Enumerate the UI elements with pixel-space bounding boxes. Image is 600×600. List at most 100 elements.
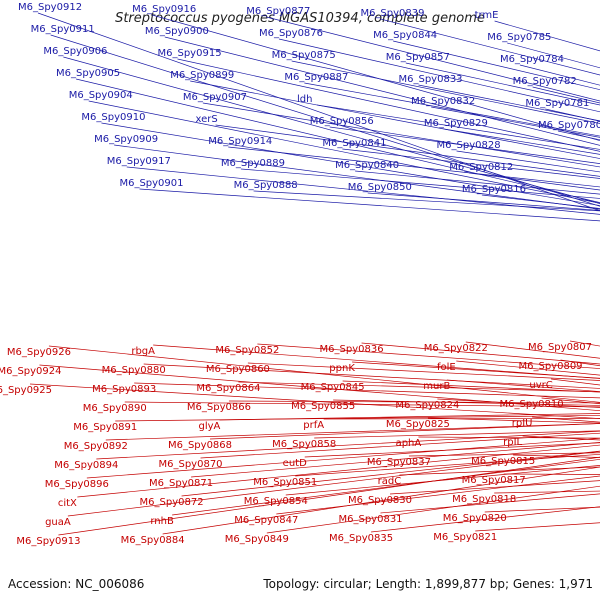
gene-label-top: M6_Spy0888 [234,180,298,191]
gene-label-top: M6_Spy0900 [145,26,209,37]
label-connector [215,124,600,177]
label-connector [304,82,600,137]
label-connector [278,38,600,113]
gene-label-top: M6_Spy0816 [462,184,526,195]
gene-label-bottom: M6_Spy0849 [225,534,289,545]
gene-label-top: M6_Spy0856 [310,116,374,127]
gene-label-bottom: M6_Spy0854 [244,496,308,507]
gene-label-bottom: M6_Spy0847 [234,515,298,526]
label-connector [200,432,600,459]
label-connector [48,345,600,403]
gene-label-bottom: M6_Spy0870 [158,459,222,470]
label-connector [114,144,600,210]
gene-label-bottom: prfA [303,420,324,431]
gene-label-bottom: M6_Spy0810 [500,399,564,410]
label-connector [115,415,600,422]
gene-label-top: M6_Spy0785 [487,32,551,43]
label-connector [247,362,600,381]
label-connector [63,56,600,204]
label-connector [124,401,600,408]
label-connector [545,108,600,122]
gene-label-top: M6_Spy0904 [69,90,133,101]
gene-label-top: M6_Spy0781 [525,98,589,109]
label-connector [333,399,600,406]
gene-label-top: M6_Spy0889 [221,158,285,169]
label-connector [253,190,600,212]
label-connector [219,413,600,421]
gene-label-bottom: rpIL [503,437,522,448]
gene-label-top: trmE [475,10,499,21]
gene-label-top: M6_Spy0876 [259,28,323,39]
gene-label-top: M6_Spy0828 [437,140,501,151]
accession-text: Accession: NC_006086 [8,577,144,591]
gene-label-top: M6_Spy0844 [373,30,437,41]
gene-label-bottom: M6_Spy0824 [395,400,459,411]
gene-label-bottom: M6_Spy0818 [452,494,516,505]
gene-label-bottom: M6_Spy0835 [329,533,393,544]
label-connector [389,480,600,495]
gene-label-bottom: M6_Spy0830 [348,495,412,506]
gene-label-bottom: M6_Spy0924 [0,366,62,377]
label-connector [39,364,600,412]
gene-label-top: M6_Spy0915 [158,48,222,59]
gene-label-top: M6_Spy0833 [398,74,462,85]
label-connector [240,168,600,199]
gene-label-bottom: M6_Spy0815 [471,456,535,467]
label-connector [139,188,600,222]
label-connector [228,146,600,188]
gene-label-top: M6_Spy0912 [18,2,82,13]
label-connector [172,458,600,516]
gene-label-bottom: murB [423,381,450,392]
label-connector [352,361,600,379]
gene-label-bottom: M6_Spy0852 [215,345,279,356]
gene-label-top: M6_Spy0839 [360,8,424,19]
label-connector [164,36,600,146]
label-connector [37,12,600,212]
label-connector [101,122,600,206]
gene-label-bottom: M6_Spy0809 [518,361,582,372]
gene-label-bottom: M6_Spy0825 [386,419,450,430]
label-connector [238,381,600,393]
gene-label-bottom: M6_Spy0860 [206,364,270,375]
label-connector [276,475,600,515]
gene-label-top: M6_Spy0857 [386,52,450,63]
label-connector [380,18,600,76]
label-connector [152,14,600,142]
label-connector [418,436,600,439]
label-connector [143,363,600,389]
label-connector [88,100,600,204]
gene-label-bottom: M6_Spy0884 [121,535,185,546]
gene-label-bottom: M6_Spy0893 [92,384,156,395]
gene-label-bottom: rpIU [512,418,533,429]
gene-label-bottom: M6_Spy0890 [83,403,147,414]
label-connector [29,383,600,419]
label-connector [481,194,600,209]
gene-label-bottom: M6_Spy0837 [367,457,431,468]
gene-label-bottom: folE [437,362,456,373]
gene-label-bottom: M6_Spy0891 [73,422,137,433]
gene-label-bottom: M6_Spy0821 [433,532,497,543]
gene-label-bottom: uvrC [529,380,552,391]
label-connector [190,80,600,159]
gene-label-bottom: M6_Spy0851 [253,477,317,488]
label-connector [181,450,600,497]
gene-label-bottom: M6_Spy0913 [16,536,80,547]
gene-label-bottom: eutD [283,458,307,469]
gene-label-top: M6_Spy0841 [322,138,386,149]
gene-label-bottom: M6_Spy0880 [102,365,166,376]
label-connector [86,437,600,479]
gene-label-top: M6_Spy0832 [411,96,475,107]
gene-label-bottom: M6_Spy0894 [54,460,118,471]
gene-label-top: M6_Spy0875 [272,50,336,61]
gene-label-top: M6_Spy0907 [183,92,247,103]
gene-label-top: M6_Spy0911 [31,24,95,35]
gene-label-top: M6_Spy0905 [56,68,120,79]
gene-label-bottom: M6_Spy0831 [338,514,402,525]
gene-label-top: M6_Spy0780 [538,120,600,131]
label-connector [153,344,600,379]
gene-label-top: M6_Spy0812 [449,162,513,173]
gene-label-bottom: M6_Spy0872 [140,497,204,508]
label-connector [228,400,600,404]
label-connector [329,126,600,164]
